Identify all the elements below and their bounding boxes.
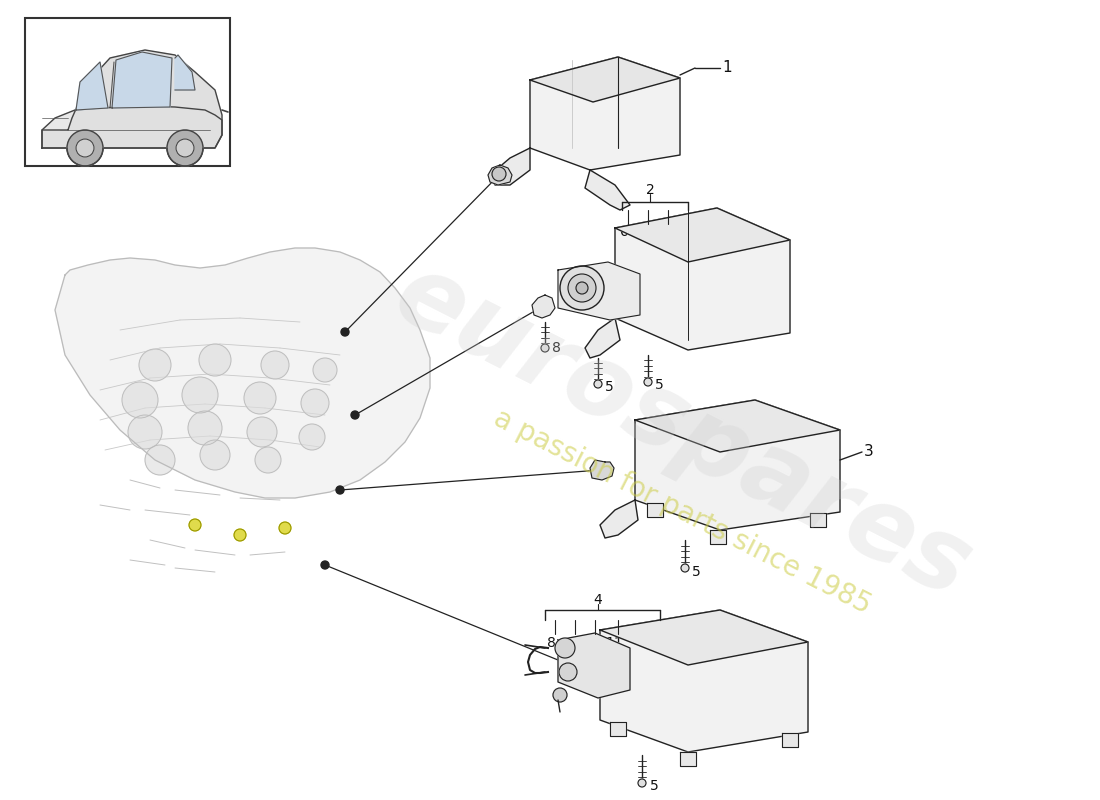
Polygon shape — [600, 610, 808, 665]
Circle shape — [559, 663, 578, 681]
Circle shape — [188, 411, 222, 445]
Text: 8: 8 — [660, 225, 669, 239]
Polygon shape — [530, 57, 680, 170]
Polygon shape — [558, 633, 630, 698]
Circle shape — [279, 522, 292, 534]
Polygon shape — [585, 170, 630, 210]
Polygon shape — [782, 733, 797, 747]
Text: 5: 5 — [650, 779, 659, 793]
Circle shape — [199, 344, 231, 376]
Text: a passion for parts since 1985: a passion for parts since 1985 — [488, 404, 876, 620]
Polygon shape — [615, 208, 790, 262]
Circle shape — [248, 417, 277, 447]
Polygon shape — [585, 318, 620, 358]
Polygon shape — [810, 513, 826, 527]
Text: 2: 2 — [646, 183, 654, 197]
Circle shape — [145, 445, 175, 475]
Text: 9: 9 — [566, 636, 575, 650]
Circle shape — [167, 130, 204, 166]
Circle shape — [541, 344, 549, 352]
Polygon shape — [42, 106, 222, 148]
Text: 5: 5 — [605, 380, 614, 394]
Polygon shape — [615, 208, 790, 350]
Circle shape — [560, 266, 604, 310]
Polygon shape — [680, 752, 696, 766]
Circle shape — [351, 411, 359, 419]
Circle shape — [122, 382, 158, 418]
Polygon shape — [42, 50, 222, 148]
Circle shape — [189, 519, 201, 531]
Text: 6: 6 — [619, 225, 628, 239]
Circle shape — [76, 139, 94, 157]
Polygon shape — [710, 530, 726, 544]
Polygon shape — [532, 295, 556, 318]
Text: 4: 4 — [594, 593, 603, 607]
Circle shape — [128, 415, 162, 449]
Circle shape — [594, 380, 602, 388]
Text: 11: 11 — [605, 636, 623, 650]
Bar — [25, 18, 230, 166]
Text: 5: 5 — [654, 378, 663, 392]
Polygon shape — [647, 503, 663, 517]
Circle shape — [336, 486, 344, 494]
Polygon shape — [112, 52, 172, 108]
Polygon shape — [490, 148, 530, 185]
Circle shape — [200, 440, 230, 470]
Polygon shape — [76, 62, 108, 110]
Circle shape — [67, 130, 103, 166]
Polygon shape — [610, 722, 626, 736]
Circle shape — [568, 274, 596, 302]
Circle shape — [299, 424, 324, 450]
Circle shape — [244, 382, 276, 414]
Circle shape — [321, 561, 329, 569]
Circle shape — [314, 358, 337, 382]
Text: 8: 8 — [552, 341, 561, 355]
Text: 5: 5 — [692, 565, 701, 579]
Text: 3: 3 — [864, 445, 873, 459]
Polygon shape — [488, 165, 512, 185]
Circle shape — [553, 688, 566, 702]
Text: eurospares: eurospares — [378, 245, 986, 619]
Polygon shape — [530, 57, 680, 102]
Polygon shape — [635, 400, 840, 530]
Circle shape — [341, 328, 349, 336]
Circle shape — [176, 139, 194, 157]
Polygon shape — [175, 55, 195, 90]
Polygon shape — [55, 248, 430, 498]
Circle shape — [576, 282, 588, 294]
Circle shape — [556, 638, 575, 658]
Polygon shape — [600, 610, 808, 752]
Text: 10: 10 — [582, 636, 600, 650]
Circle shape — [638, 779, 646, 787]
Circle shape — [301, 389, 329, 417]
Circle shape — [234, 529, 246, 541]
Text: 1: 1 — [722, 61, 732, 75]
Polygon shape — [635, 400, 840, 452]
Polygon shape — [590, 460, 614, 480]
Polygon shape — [558, 262, 640, 320]
Polygon shape — [600, 500, 638, 538]
Circle shape — [492, 167, 506, 181]
Circle shape — [261, 351, 289, 379]
Circle shape — [182, 377, 218, 413]
Circle shape — [681, 564, 689, 572]
Circle shape — [139, 349, 170, 381]
Circle shape — [255, 447, 280, 473]
Circle shape — [644, 378, 652, 386]
Text: 8: 8 — [547, 636, 556, 650]
Text: 7: 7 — [639, 225, 648, 239]
